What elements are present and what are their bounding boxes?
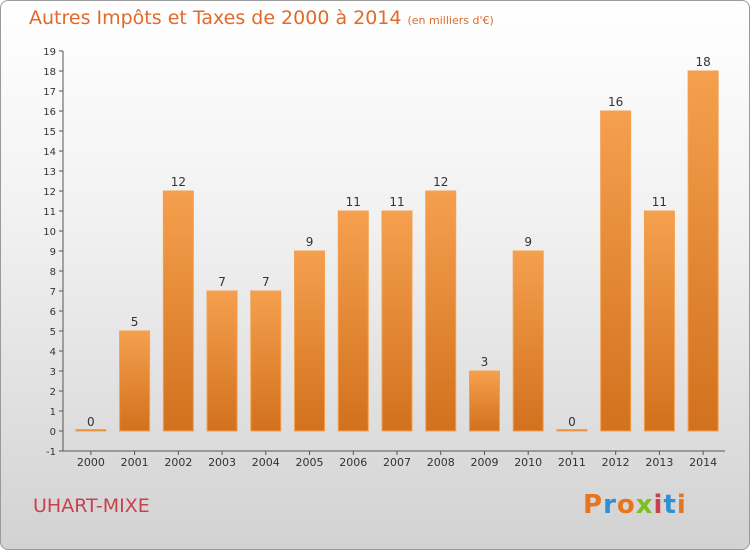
brand-letter: o [616, 490, 636, 520]
bar [294, 250, 326, 432]
data-label: 12 [171, 175, 186, 189]
data-label: 7 [218, 275, 226, 289]
data-label: 18 [695, 55, 710, 69]
brand-letter: i [653, 490, 664, 520]
y-tick-label: 0 [50, 427, 56, 438]
y-tick-label: 4 [50, 347, 56, 358]
x-tick-label: 2003 [208, 456, 236, 469]
data-label: 7 [262, 275, 270, 289]
x-tick-label: 2005 [296, 456, 324, 469]
x-tick-label: 2011 [558, 456, 586, 469]
y-tick-label: 2 [50, 387, 56, 398]
bar [206, 290, 238, 432]
bar [162, 190, 194, 432]
y-tick-label: 18 [43, 67, 56, 78]
x-tick-label: 2006 [339, 456, 367, 469]
data-label: 9 [306, 235, 314, 249]
y-tick-label: 1 [50, 407, 56, 418]
data-label: 11 [389, 195, 404, 209]
brand-letter: r [603, 490, 617, 520]
chart-title: Autres Impôts et Taxes de 2000 à 2014 (en… [29, 7, 494, 29]
bar [512, 250, 544, 432]
data-labels: 0 5 12 7 7 9 11 11 12 3 9 0 16 11 18 [87, 55, 711, 429]
y-tick-label: 5 [50, 327, 56, 338]
x-tick-label: 2000 [77, 456, 105, 469]
y-tick-label: 15 [43, 127, 56, 138]
bar [75, 429, 107, 432]
bar [468, 370, 500, 432]
x-tick-label: 2001 [121, 456, 149, 469]
x-tick-label: 2004 [252, 456, 280, 469]
brand-letter: t [663, 490, 677, 520]
x-tick-label: 2012 [602, 456, 630, 469]
data-label: 16 [608, 95, 623, 109]
data-label: 12 [433, 175, 448, 189]
y-tick-label: 10 [43, 227, 56, 238]
bar [600, 110, 632, 432]
x-tick-label: 2007 [383, 456, 411, 469]
bar [119, 330, 151, 432]
y-tick-label: 6 [50, 307, 56, 318]
y-tick-label: 14 [43, 147, 56, 158]
x-tick-label: 2008 [427, 456, 455, 469]
chart-title-text: Autres Impôts et Taxes de 2000 à 2014 [29, 7, 402, 29]
proxiti-logo: Proxiti [583, 490, 687, 520]
y-tick-label: 13 [43, 167, 56, 178]
bars [75, 70, 719, 432]
bar [556, 429, 588, 432]
data-label: 11 [346, 195, 361, 209]
brand-letter: P [583, 490, 604, 520]
data-label: 0 [87, 415, 95, 429]
x-tick-label: 2013 [645, 456, 673, 469]
brand-letter: x [635, 490, 654, 520]
data-label: 9 [524, 235, 532, 249]
data-label: 11 [652, 195, 667, 209]
bar [425, 190, 457, 432]
y-tick-label: 11 [43, 207, 56, 218]
bar [687, 70, 719, 432]
commune-name: UHART-MIXE [33, 495, 150, 517]
y-tick-label: 9 [50, 247, 56, 258]
brand-letter: i [676, 490, 687, 520]
data-label: 0 [568, 415, 576, 429]
bar [337, 210, 369, 432]
bar [381, 210, 413, 432]
x-tick-label: 2014 [689, 456, 717, 469]
y-tick-label: 8 [50, 267, 56, 278]
y-tick-label: 17 [43, 87, 56, 98]
y-tick-label: -1 [46, 447, 56, 458]
x-axis: 2000 2001 2002 2003 2004 2005 2006 2007 2008 2009… [63, 450, 725, 469]
chart-unit: (en milliers d'€) [407, 14, 494, 27]
x-tick-label: 2010 [514, 456, 542, 469]
y-tick-label: 16 [43, 107, 56, 118]
bar [250, 290, 282, 432]
y-tick-label: 12 [43, 187, 56, 198]
data-label: 3 [481, 355, 489, 369]
bar [643, 210, 675, 432]
y-tick-label: 19 [43, 47, 56, 58]
data-label: 5 [131, 315, 139, 329]
y-tick-label: 3 [50, 367, 56, 378]
y-tick-label: 7 [50, 287, 56, 298]
x-tick-label: 2002 [164, 456, 192, 469]
x-tick-label: 2009 [470, 456, 498, 469]
